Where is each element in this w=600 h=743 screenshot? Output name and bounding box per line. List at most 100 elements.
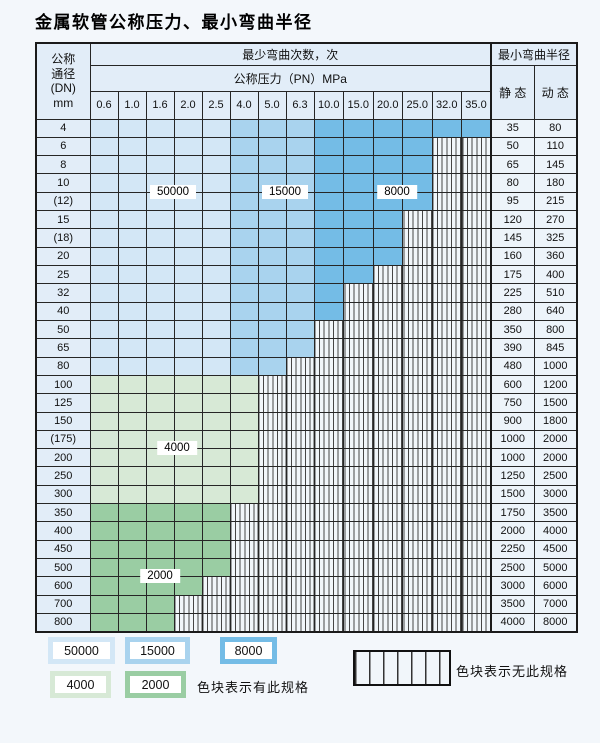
header-dn-line2: 通径 xyxy=(51,66,76,81)
header-pn-4.0: 4.0 xyxy=(229,90,259,120)
cycle-count-label-8000: 8000 xyxy=(377,185,417,199)
legend-no-spec-text: 色块表示无此规格 xyxy=(456,664,569,679)
spec-unavailable-cell xyxy=(402,374,433,395)
spec-available-cell xyxy=(402,155,433,175)
spec-unavailable-cell xyxy=(402,429,433,450)
spec-available-cell xyxy=(117,503,147,523)
spec-unavailable-cell xyxy=(431,264,462,285)
legend-swatch-50000: 50000 xyxy=(48,637,115,664)
table-row-dn-200: 200 1000 2000 xyxy=(35,448,578,468)
static-radius-cell: 50 xyxy=(490,136,535,157)
header-pn-25.0: 25.0 xyxy=(402,90,433,120)
spec-available-cell xyxy=(372,228,403,248)
header-pn-5.0: 5.0 xyxy=(257,90,287,120)
static-radius-cell: 480 xyxy=(490,356,535,376)
static-radius-cell: 3500 xyxy=(490,594,535,614)
dynamic-radius-cell: 2500 xyxy=(533,466,578,486)
spec-unavailable-cell xyxy=(431,576,462,596)
spec-available-cell xyxy=(285,283,315,303)
header-pn-15.0: 15.0 xyxy=(343,90,374,120)
dn-cell: 400 xyxy=(35,521,91,541)
spec-unavailable-cell xyxy=(313,319,344,340)
spec-available-cell xyxy=(117,118,147,138)
dn-cell: 20 xyxy=(35,246,91,267)
spec-available-cell xyxy=(229,283,259,303)
header-dynamic: 动 态 xyxy=(533,64,578,120)
spec-unavailable-cell xyxy=(402,338,433,358)
spec-available-cell xyxy=(89,191,119,212)
spec-available-cell xyxy=(89,283,119,303)
static-radius-cell: 4000 xyxy=(490,612,535,633)
dynamic-radius-cell: 800 xyxy=(533,319,578,340)
spec-available-cell xyxy=(201,539,231,560)
table-row-dn-65: 65 390 845 xyxy=(35,338,578,358)
spec-unavailable-cell xyxy=(343,283,374,303)
spec-available-cell xyxy=(145,319,175,340)
spec-available-cell xyxy=(285,136,315,157)
spec-unavailable-cell xyxy=(313,521,344,541)
spec-unavailable-cell xyxy=(431,301,462,321)
spec-unavailable-cell xyxy=(461,411,492,431)
spec-unavailable-cell xyxy=(257,539,287,560)
table-row-dn-15: 15 120 270 xyxy=(35,210,578,230)
spec-unavailable-cell xyxy=(313,594,344,614)
legend-swatch-value: 8000 xyxy=(225,642,272,659)
spec-available-cell xyxy=(117,356,147,376)
spec-available-cell xyxy=(229,173,259,193)
spec-available-cell xyxy=(201,338,231,358)
spec-unavailable-cell xyxy=(461,521,492,541)
spec-unavailable-cell xyxy=(372,466,403,486)
spec-unavailable-cell xyxy=(461,393,492,413)
spec-unavailable-cell xyxy=(461,283,492,303)
spec-available-cell xyxy=(285,319,315,340)
spec-available-cell xyxy=(201,283,231,303)
spec-available-cell xyxy=(257,301,287,321)
spec-available-cell xyxy=(229,484,259,505)
spec-unavailable-cell xyxy=(372,301,403,321)
spec-unavailable-cell xyxy=(313,374,344,395)
spec-available-cell xyxy=(173,228,203,248)
static-radius-cell: 65 xyxy=(490,155,535,175)
spec-unavailable-cell xyxy=(372,521,403,541)
spec-available-cell xyxy=(89,374,119,395)
table-body: 4 35 80 6 50 110 8 65 145 10 80 180 (12) 95 215 15 120 27… xyxy=(35,118,578,633)
dn-cell: 150 xyxy=(35,411,91,431)
spec-available-cell xyxy=(89,246,119,267)
spec-available-cell xyxy=(173,374,203,395)
table-row-dn-450: 450 2250 4500 xyxy=(35,539,578,560)
spec-unavailable-cell xyxy=(372,576,403,596)
spec-unavailable-cell xyxy=(343,448,374,468)
spec-available-cell xyxy=(117,210,147,230)
spec-unavailable-cell xyxy=(431,155,462,175)
spec-unavailable-cell xyxy=(313,484,344,505)
spec-unavailable-cell xyxy=(431,210,462,230)
spec-available-cell xyxy=(173,411,203,431)
dn-cell: 8 xyxy=(35,155,91,175)
dn-cell: 80 xyxy=(35,356,91,376)
spec-available-cell xyxy=(117,521,147,541)
spec-unavailable-cell xyxy=(431,356,462,376)
spec-unavailable-cell xyxy=(402,283,433,303)
static-radius-cell: 225 xyxy=(490,283,535,303)
table-row-dn-40: 40 280 640 xyxy=(35,301,578,321)
spec-unavailable-cell xyxy=(285,374,315,395)
spec-unavailable-cell xyxy=(431,539,462,560)
dynamic-radius-cell: 845 xyxy=(533,338,578,358)
dn-cell: 25 xyxy=(35,264,91,285)
spec-available-cell xyxy=(229,338,259,358)
static-radius-cell: 1000 xyxy=(490,429,535,450)
spec-available-cell xyxy=(285,301,315,321)
spec-unavailable-cell xyxy=(257,466,287,486)
spec-unavailable-cell xyxy=(402,301,433,321)
spec-available-cell xyxy=(89,136,119,157)
spec-unavailable-cell xyxy=(402,521,433,541)
dynamic-radius-cell: 2000 xyxy=(533,448,578,468)
spec-unavailable-cell xyxy=(285,411,315,431)
spec-unavailable-cell xyxy=(461,374,492,395)
spec-unavailable-cell xyxy=(402,448,433,468)
dn-cell: 50 xyxy=(35,319,91,340)
spec-available-cell xyxy=(145,411,175,431)
spec-unavailable-cell xyxy=(343,338,374,358)
header-dn-line4: mm xyxy=(53,95,74,110)
spec-available-cell xyxy=(313,210,344,230)
